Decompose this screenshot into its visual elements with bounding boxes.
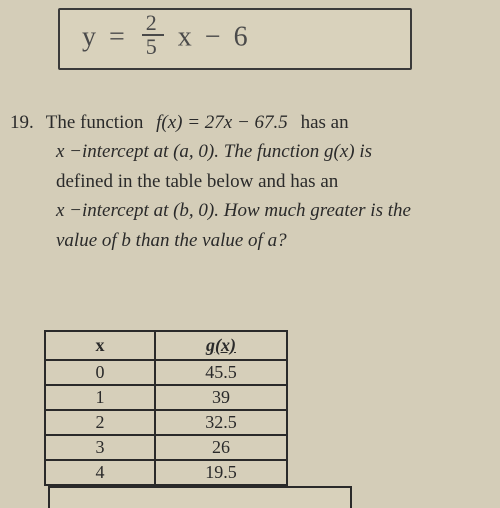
hw-frac-den: 5 — [142, 36, 164, 58]
cell-g: 45.5 — [155, 360, 287, 385]
question-number: 19. — [10, 112, 34, 133]
gx-table: x g(x) 0 45.5 1 39 2 32.5 3 26 4 19.5 — [44, 330, 288, 486]
hw-frac-num: 2 — [142, 12, 164, 36]
question-line-3: defined in the table below and has an — [18, 167, 488, 196]
question-line-4: x −intercept at (b, 0). How much greater… — [18, 196, 488, 225]
table-row: 1 39 — [45, 385, 287, 410]
hw-fraction: 2 5 — [142, 12, 164, 58]
table-row: 0 45.5 — [45, 360, 287, 385]
cell-x: 2 — [45, 410, 155, 435]
q-l4: x −intercept at (b, 0). How much greater… — [56, 200, 411, 221]
cell-g: 32.5 — [155, 410, 287, 435]
cell-x: 3 — [45, 435, 155, 460]
question-line-1: 19. The function f(x) = 27x − 67.5 has a… — [10, 108, 488, 137]
header-x: x — [45, 331, 155, 360]
table-header-row: x g(x) — [45, 331, 287, 360]
table-row: 2 32.5 — [45, 410, 287, 435]
handwritten-equation: y = 2 5 x − 6 — [82, 16, 251, 62]
question-line-2: x −intercept at (a, 0). The function g(x… — [18, 137, 488, 166]
cell-g: 26 — [155, 435, 287, 460]
table-row: 3 26 — [45, 435, 287, 460]
cell-g: 39 — [155, 385, 287, 410]
cell-g: 19.5 — [155, 460, 287, 485]
cell-x: 0 — [45, 360, 155, 385]
header-g: g(x) — [155, 331, 287, 360]
q-text-1b: has an — [296, 112, 349, 133]
hw-left: y = — [82, 21, 128, 52]
table-row: 4 19.5 — [45, 460, 287, 485]
q-func: f(x) = 27x − 67.5 — [156, 112, 288, 133]
q-l5: value of b than the value of a? — [56, 230, 287, 251]
handwriting-box: y = 2 5 x − 6 — [58, 8, 412, 70]
q-text-1a: The function — [46, 112, 148, 133]
hw-right: x − 6 — [178, 21, 251, 52]
question-line-5: value of b than the value of a? — [18, 226, 488, 255]
cell-x: 4 — [45, 460, 155, 485]
question-block: 19. The function f(x) = 27x − 67.5 has a… — [10, 108, 488, 255]
answer-box — [48, 486, 352, 508]
cell-x: 1 — [45, 385, 155, 410]
q-l2: x −intercept at (a, 0). The function g(x… — [56, 141, 372, 162]
